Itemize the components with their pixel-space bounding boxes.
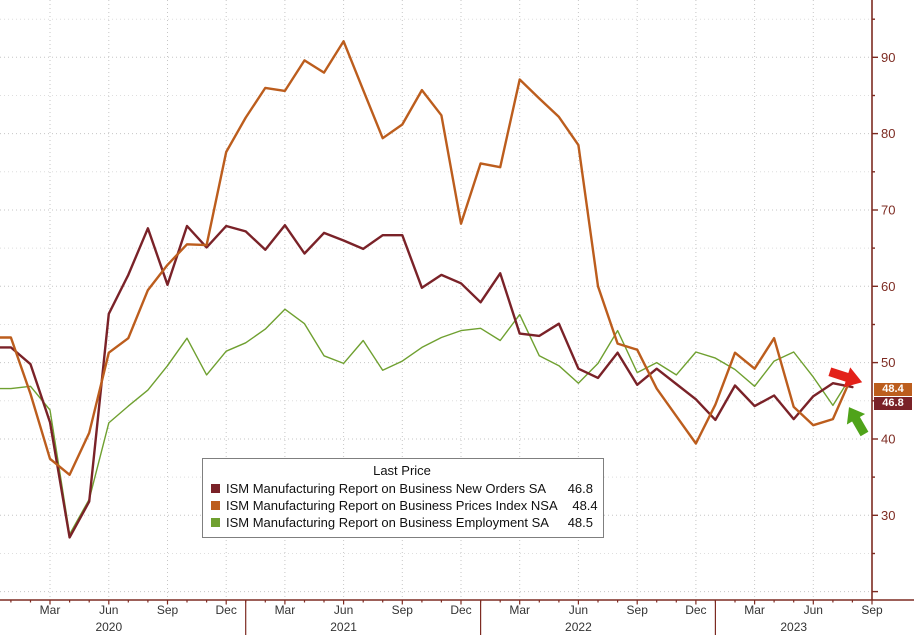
- x-tick-label: Dec: [450, 603, 471, 617]
- x-tick-label: Jun: [334, 603, 353, 617]
- year-label: 2022: [565, 620, 592, 634]
- year-label: 2020: [95, 620, 122, 634]
- series-line-2: [0, 308, 854, 536]
- legend-value: 46.8: [567, 481, 593, 496]
- x-tick-label: Sep: [861, 603, 883, 617]
- x-tick-label: Dec: [685, 603, 706, 617]
- last-price-tag-prices: 48.4: [874, 383, 912, 396]
- x-tick-label: Sep: [157, 603, 179, 617]
- legend-label: ISM Manufacturing Report on Business Emp…: [226, 515, 549, 530]
- red-arrow-icon: [828, 367, 863, 388]
- year-label: 2023: [780, 620, 807, 634]
- x-tick-label: Mar: [509, 603, 530, 617]
- x-tick-label: Jun: [804, 603, 823, 617]
- series-lines: [0, 40, 854, 539]
- legend-value: 48.4: [572, 498, 598, 513]
- series-line-1: [0, 40, 854, 476]
- new-orders-swatch: [211, 484, 220, 493]
- y-tick-label: 90: [881, 50, 895, 65]
- x-tick-label: Jun: [569, 603, 588, 617]
- x-tick-label: Mar: [40, 603, 61, 617]
- x-tick-label: Jun: [99, 603, 118, 617]
- annotations: [828, 367, 869, 437]
- legend-title: Last Price: [373, 463, 431, 478]
- legend-item-new-orders: ISM Manufacturing Report on Business New…: [211, 480, 593, 497]
- y-tick-label: 60: [881, 279, 895, 294]
- prices-index-swatch: [211, 501, 220, 510]
- x-tick-label: Sep: [627, 603, 649, 617]
- y-tick-label: 70: [881, 203, 895, 218]
- x-tick-label: Mar: [275, 603, 296, 617]
- y-tick-label: 80: [881, 126, 895, 141]
- series-line-0: [0, 223, 854, 539]
- green-arrow-icon: [846, 407, 869, 437]
- year-label: 2021: [330, 620, 357, 634]
- legend-item-employment: ISM Manufacturing Report on Business Emp…: [211, 514, 593, 531]
- y-axis-labels: 30 40 50 60 70 80 90: [881, 50, 895, 523]
- x-tick-label: Sep: [392, 603, 414, 617]
- legend-label: ISM Manufacturing Report on Business New…: [226, 481, 547, 496]
- legend-item-prices-index: ISM Manufacturing Report on Business Pri…: [211, 497, 598, 514]
- y-tick-label: 30: [881, 508, 895, 523]
- x-axis-labels: Mar Jun Sep Dec Mar Jun Sep Dec Mar Jun Sep Dec Mar J…: [40, 603, 883, 634]
- y-tick-label: 50: [881, 355, 895, 370]
- employment-swatch: [211, 518, 220, 527]
- legend-box: Last Price ISM Manufacturing Report on B…: [202, 458, 604, 538]
- legend-value: 48.5: [567, 515, 593, 530]
- y-tick-label: 40: [881, 432, 895, 447]
- legend-label: ISM Manufacturing Report on Business Pri…: [226, 498, 558, 513]
- x-tick-label: Dec: [216, 603, 237, 617]
- x-tick-label: Mar: [744, 603, 765, 617]
- last-price-tag-new-orders: 46.8: [874, 397, 912, 410]
